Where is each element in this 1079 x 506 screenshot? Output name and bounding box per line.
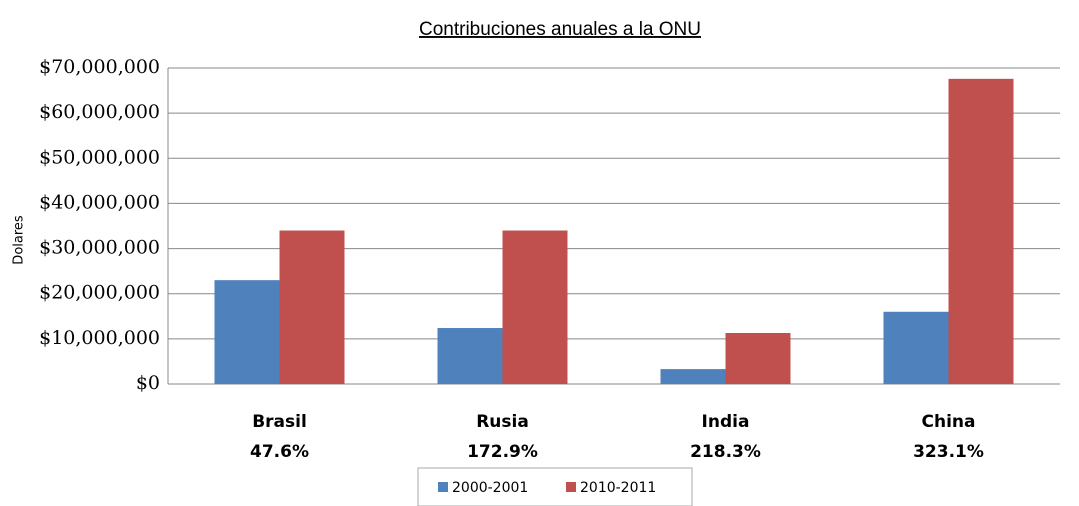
chart-title: Contribuciones anuales a la ONU <box>419 19 701 40</box>
bar <box>883 311 949 384</box>
x-tick-label: Brasil <box>252 412 307 432</box>
x-tick-label: India <box>702 412 750 432</box>
x-tick-sublabel: 323.1% <box>913 442 984 462</box>
y-axis-label: Dolares <box>12 215 27 265</box>
x-tick-sublabel: 172.9% <box>467 442 538 462</box>
legend-label: 2000-2001 <box>452 480 528 496</box>
legend-label: 2010-2011 <box>580 480 656 496</box>
y-tick-label: $10,000,000 <box>39 327 160 349</box>
bar <box>660 369 726 384</box>
x-tick-sublabel: 218.3% <box>690 442 761 462</box>
y-tick-label: $50,000,000 <box>39 146 160 168</box>
y-tick-label: $30,000,000 <box>39 237 160 259</box>
y-tick-label: $60,000,000 <box>39 101 160 123</box>
x-tick-sublabel: 47.6% <box>250 442 309 462</box>
y-tick-label: $0 <box>136 372 160 394</box>
legend-swatch <box>566 482 576 492</box>
y-tick-label: $40,000,000 <box>39 191 160 213</box>
x-tick-label: China <box>922 412 976 432</box>
bar <box>214 280 280 384</box>
y-tick-label: $70,000,000 <box>39 56 160 78</box>
x-tick-label: Rusia <box>476 412 529 432</box>
bar <box>948 78 1014 384</box>
bar <box>279 230 345 384</box>
bar <box>502 230 568 384</box>
legend <box>417 467 693 506</box>
bar <box>437 328 503 384</box>
legend-swatch <box>438 482 448 492</box>
y-tick-label: $20,000,000 <box>39 282 160 304</box>
bar <box>725 332 791 384</box>
